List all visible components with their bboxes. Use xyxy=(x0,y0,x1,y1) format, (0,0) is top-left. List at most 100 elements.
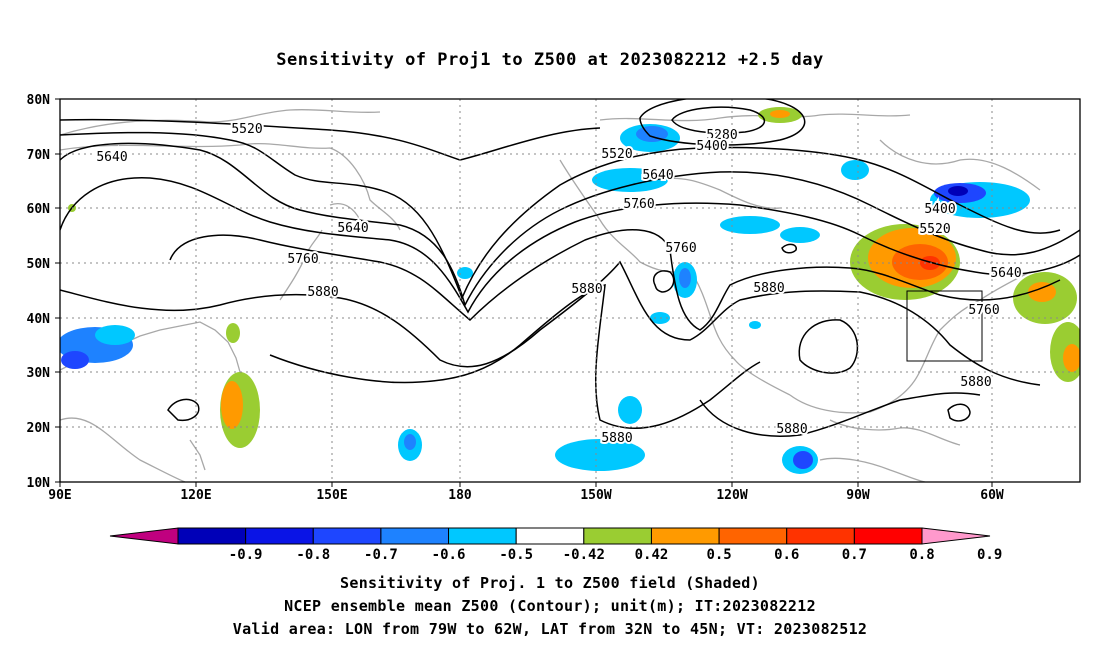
colorbar-tick-label: -0.7 xyxy=(364,547,398,563)
contour-line xyxy=(781,243,797,254)
colorbar-segment xyxy=(583,527,652,545)
contour-label: 5520 xyxy=(919,222,950,237)
lat-label: 60N xyxy=(27,202,51,217)
lat-label: 30N xyxy=(27,366,51,381)
contour-label: 5880 xyxy=(753,281,784,296)
shade-negative xyxy=(618,396,642,424)
colorbar-segment xyxy=(177,527,247,545)
contour-label: 5760 xyxy=(623,197,654,212)
shade-positive xyxy=(892,244,948,280)
colorbar-tick-label: 0.42 xyxy=(635,547,669,563)
contour-line xyxy=(60,177,1080,314)
contour-label: 5880 xyxy=(776,422,807,437)
shade-positive xyxy=(226,323,240,343)
contour-label: 5880 xyxy=(960,375,991,390)
colorbar-segment xyxy=(245,527,314,545)
contour-line xyxy=(699,392,981,437)
footer-line-1: Sensitivity of Proj. 1 to Z500 field (Sh… xyxy=(340,574,760,592)
chart-title: Sensitivity of Proj1 to Z500 at 20230822… xyxy=(276,50,824,70)
gridlines xyxy=(60,99,1080,482)
contour-label: 5760 xyxy=(287,252,318,267)
shade-negative xyxy=(948,186,968,196)
valid-area-box xyxy=(906,290,983,362)
contour-label: 5400 xyxy=(696,139,727,154)
colorbar-tick-label: 0.9 xyxy=(977,547,1002,563)
shade-negative xyxy=(404,434,416,450)
colorbar-tick-label: -0.6 xyxy=(432,547,466,563)
shade-negative xyxy=(457,267,473,279)
lat-label: 80N xyxy=(27,93,51,108)
coastlines xyxy=(60,108,1041,482)
colorbar-segment xyxy=(448,527,517,545)
contour-line xyxy=(60,131,1061,301)
lat-label: 70N xyxy=(27,148,51,163)
contour-line xyxy=(167,398,200,422)
contour-label: 5760 xyxy=(665,241,696,256)
lat-label: 40N xyxy=(27,312,51,327)
lon-label: 180 xyxy=(448,488,472,503)
footer-line-3: Valid area: LON from 79W to 62W, LAT fro… xyxy=(232,620,868,638)
colorbar-arrow-low xyxy=(109,527,179,545)
contour-label: 5280 xyxy=(706,128,737,143)
colorbar-segment xyxy=(786,527,855,545)
shade-negative xyxy=(592,168,668,192)
contour-line xyxy=(671,106,766,134)
shade-positive xyxy=(770,110,790,118)
contour-line xyxy=(653,270,675,293)
colorbar-segment xyxy=(853,527,923,545)
contour-line xyxy=(947,403,971,422)
lat-label: 10N xyxy=(27,476,51,491)
contour-label: 5880 xyxy=(571,282,602,297)
lon-label: 120E xyxy=(180,488,211,503)
lon-label: 150E xyxy=(316,488,347,503)
contour-label: 5520 xyxy=(231,122,262,137)
colorbar-segment xyxy=(312,527,382,545)
colorbar-segment xyxy=(718,527,788,545)
contour-label: 5640 xyxy=(642,168,673,183)
colorbar-tick-label: 0.8 xyxy=(909,547,934,563)
plot-frame xyxy=(59,98,1081,483)
contour-label: 5760 xyxy=(968,303,999,318)
lat-labels: 80N 70N 60N 50N 40N 30N 20N 10N xyxy=(27,93,51,491)
lat-label: 50N xyxy=(27,257,51,272)
contour-labels: 5520 5640 5640 5760 5880 5280 5400 5520 … xyxy=(94,120,1023,448)
lon-label: 90E xyxy=(48,488,71,503)
shade-negative xyxy=(841,160,869,180)
lon-labels: 90E 120E 150E 180 150W 120W 90W 60W xyxy=(48,488,1004,503)
contour-label: 5400 xyxy=(924,202,955,217)
footer-line-2: NCEP ensemble mean Z500 (Contour); unit(… xyxy=(284,597,816,615)
colorbar-tick-label: -0.5 xyxy=(499,547,533,563)
contour-line xyxy=(798,319,859,374)
shade-negative xyxy=(749,321,761,329)
contour-label: 5880 xyxy=(307,285,338,300)
contour-label: 5640 xyxy=(96,150,127,165)
lon-label: 120W xyxy=(716,488,747,503)
shade-positive xyxy=(221,381,243,429)
shade-positive xyxy=(1063,344,1080,372)
shade-negative xyxy=(679,268,691,288)
shade-negative xyxy=(61,351,89,369)
colorbar-tick-label: 0.7 xyxy=(842,547,867,563)
lon-label: 60W xyxy=(980,488,1004,503)
colorbar-tick-label: -0.42 xyxy=(563,547,605,563)
colorbar: -0.9 -0.8 -0.7 -0.6 -0.5 -0.42 0.42 0.5 0.6 0.7 0.… xyxy=(109,527,1002,563)
lon-label: 90W xyxy=(846,488,870,503)
colorbar-tick-label: 0.5 xyxy=(706,547,731,563)
contour-line xyxy=(269,284,761,429)
contour-line xyxy=(169,229,1061,331)
colorbar-arrow-high xyxy=(921,527,991,545)
colorbar-segment xyxy=(515,527,585,545)
shade-negative xyxy=(95,325,135,345)
contour-label: 5520 xyxy=(601,147,632,162)
shade-negative xyxy=(555,439,645,471)
contour-line xyxy=(60,260,1041,386)
contour-line xyxy=(60,118,601,161)
contour-label: 5640 xyxy=(990,266,1021,281)
contour-label: 5880 xyxy=(601,431,632,446)
colorbar-tick-label: -0.8 xyxy=(296,547,330,563)
colorbar-tick-label: -0.9 xyxy=(229,547,263,563)
shade-negative xyxy=(780,227,820,243)
colorbar-segment xyxy=(650,527,720,545)
shade-negative xyxy=(720,216,780,234)
